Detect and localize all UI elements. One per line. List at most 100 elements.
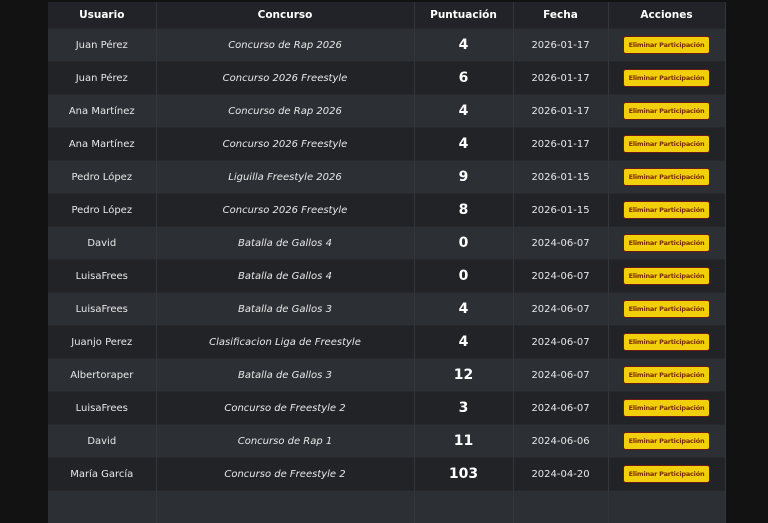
date-cell: 2024-06-07 [513,260,608,293]
header-score: Puntuación [414,2,513,29]
date-cell: 2026-01-17 [513,62,608,95]
user-cell: Pedro López [48,194,156,227]
contest-cell: Concurso de Rap 1 [156,425,414,458]
header-actions: Acciones [608,2,725,29]
score-cell: 4 [414,326,513,359]
table-row: Pedro López Concurso 2026 Freestyle 8 20… [48,194,725,227]
score-cell: 0 [414,260,513,293]
table-row: LuisaFrees Batalla de Gallos 4 0 2024-06… [48,260,725,293]
date-cell: 2026-01-17 [513,128,608,161]
delete-participation-button[interactable]: Eliminar Participación [623,366,711,384]
date-cell: 2024-06-07 [513,392,608,425]
delete-participation-button[interactable]: Eliminar Participación [623,36,711,54]
delete-participation-button[interactable]: Eliminar Participación [623,399,711,417]
score-cell: 3 [414,392,513,425]
delete-participation-button[interactable]: Eliminar Participación [623,234,711,252]
user-cell: David [48,227,156,260]
date-cell: 2026-01-15 [513,161,608,194]
user-cell: Juan Pérez [48,62,156,95]
score-cell: 103 [414,458,513,491]
contest-cell: Batalla de Gallos 3 [156,293,414,326]
actions-cell: Eliminar Participación [608,194,725,227]
delete-participation-button[interactable]: Eliminar Participación [623,300,711,318]
user-cell: Juan Pérez [48,29,156,62]
date-cell: 2026-01-17 [513,95,608,128]
delete-participation-button[interactable]: Eliminar Participación [623,333,711,351]
score-cell: 12 [414,359,513,392]
user-cell: Ana Martínez [48,128,156,161]
table-row: Pedro López Liguilla Freestyle 2026 9 20… [48,161,725,194]
actions-cell: Eliminar Participación [608,260,725,293]
actions-cell: Eliminar Participación [608,227,725,260]
contest-cell: Batalla de Gallos 3 [156,359,414,392]
table-row: LuisaFrees Batalla de Gallos 3 4 2024-06… [48,293,725,326]
score-cell: 4 [414,293,513,326]
actions-cell: Eliminar Participación [608,95,725,128]
contest-cell: Liguilla Freestyle 2026 [156,161,414,194]
delete-participation-button[interactable]: Eliminar Participación [623,432,711,450]
actions-cell: Eliminar Participación [608,425,725,458]
user-cell: David [48,425,156,458]
user-cell: María García [48,458,156,491]
table-header: Usuario Concurso Puntuación Fecha Accion… [48,2,725,29]
table-row: María García Concurso de Freestyle 2 103… [48,458,725,491]
contest-cell: Concurso de Rap 2026 [156,29,414,62]
table-row: Juan Pérez Concurso 2026 Freestyle 6 202… [48,62,725,95]
date-cell: 2024-06-07 [513,359,608,392]
header-date: Fecha [513,2,608,29]
header-contest: Concurso [156,2,414,29]
table-row: Juanjo Perez Clasificacion Liga de Frees… [48,326,725,359]
date-cell: 2026-01-15 [513,194,608,227]
actions-cell: Eliminar Participación [608,359,725,392]
score-cell: 0 [414,227,513,260]
delete-participation-button[interactable]: Eliminar Participación [623,69,711,87]
header-user: Usuario [48,2,156,29]
date-cell: 2024-06-07 [513,227,608,260]
contest-cell: Clasificacion Liga de Freestyle [156,326,414,359]
actions-cell: Eliminar Participación [608,392,725,425]
table-row: Albertoraper Batalla de Gallos 3 12 2024… [48,359,725,392]
contest-cell: Concurso 2026 Freestyle [156,62,414,95]
score-cell: 9 [414,161,513,194]
date-cell: 2024-06-07 [513,293,608,326]
delete-participation-button[interactable]: Eliminar Participación [623,267,711,285]
delete-participation-button[interactable]: Eliminar Participación [623,135,711,153]
delete-participation-button[interactable]: Eliminar Participación [623,168,711,186]
table-row [48,491,725,523]
table-row: David Concurso de Rap 1 11 2024-06-06 El… [48,425,725,458]
delete-participation-button[interactable]: Eliminar Participación [623,201,711,219]
table-row: Ana Martínez Concurso de Rap 2026 4 2026… [48,95,725,128]
contest-cell: Concurso de Freestyle 2 [156,392,414,425]
delete-participation-button[interactable]: Eliminar Participación [623,465,711,483]
date-cell: 2024-06-06 [513,425,608,458]
date-cell: 2024-04-20 [513,458,608,491]
user-cell: Ana Martínez [48,95,156,128]
contest-cell: Concurso 2026 Freestyle [156,194,414,227]
actions-cell: Eliminar Participación [608,128,725,161]
user-cell: LuisaFrees [48,392,156,425]
user-cell: Pedro López [48,161,156,194]
contest-cell: Concurso 2026 Freestyle [156,128,414,161]
contest-cell: Concurso de Freestyle 2 [156,458,414,491]
actions-cell: Eliminar Participación [608,29,725,62]
date-cell: 2024-06-07 [513,326,608,359]
delete-participation-button[interactable]: Eliminar Participación [623,102,711,120]
user-cell: LuisaFrees [48,260,156,293]
contest-cell: Batalla de Gallos 4 [156,260,414,293]
table-row: David Batalla de Gallos 4 0 2024-06-07 E… [48,227,725,260]
score-cell: 11 [414,425,513,458]
contest-cell: Batalla de Gallos 4 [156,227,414,260]
table-row: LuisaFrees Concurso de Freestyle 2 3 202… [48,392,725,425]
user-cell: Albertoraper [48,359,156,392]
actions-cell: Eliminar Participación [608,326,725,359]
participations-table: Usuario Concurso Puntuación Fecha Accion… [48,2,726,523]
table-row: Ana Martínez Concurso 2026 Freestyle 4 2… [48,128,725,161]
actions-cell: Eliminar Participación [608,62,725,95]
score-cell: 4 [414,128,513,161]
actions-cell: Eliminar Participación [608,458,725,491]
score-cell: 6 [414,62,513,95]
score-cell: 4 [414,95,513,128]
score-cell: 4 [414,29,513,62]
user-cell: Juanjo Perez [48,326,156,359]
table-row: Juan Pérez Concurso de Rap 2026 4 2026-0… [48,29,725,62]
